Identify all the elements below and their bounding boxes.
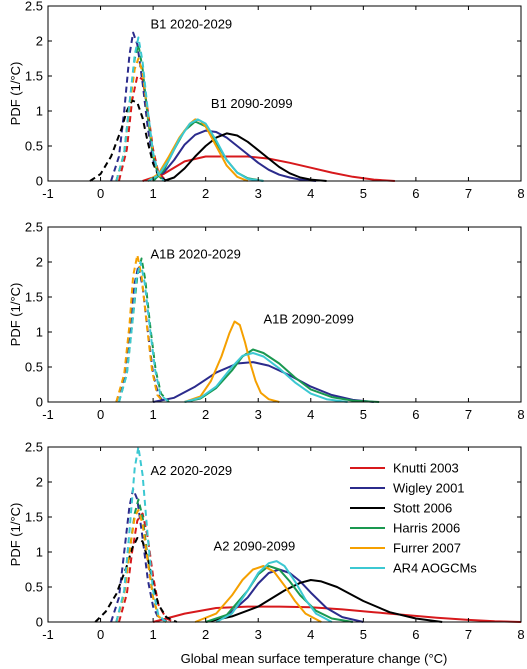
y-tick-label: 1: [36, 104, 43, 119]
y-axis-label: PDF (1/°C): [8, 503, 23, 567]
series-line-wigley-2001-2020-2029: [115, 264, 165, 403]
x-tick-label: 1: [149, 186, 156, 201]
legend-entry-label: Knutti 2003: [393, 461, 459, 476]
series-line-ar4-aogcms-2020-2029: [115, 446, 167, 623]
period-annotation: A2 2020-2029: [150, 463, 232, 478]
series-line-ar4-aogcms-2020-2029: [117, 261, 170, 403]
series-line-wigley-2001-2090-2099: [152, 361, 374, 403]
series-line-ar4-aogcms-2090-2099: [184, 352, 348, 403]
x-tick-label: 8: [517, 186, 524, 201]
period-annotation: A1B 2020-2029: [150, 247, 240, 262]
series-line-knutti-2003-2020-2029: [117, 75, 167, 182]
legend-entry-label: Stott 2006: [393, 501, 452, 516]
series-line-furrer-2007-2020-2029: [115, 254, 165, 403]
y-tick-label: 1.5: [25, 69, 43, 84]
x-tick-label: 6: [412, 627, 419, 642]
x-tick-label: -1: [42, 627, 54, 642]
x-tick-label: 3: [255, 407, 262, 422]
y-tick-label: 0: [36, 395, 43, 410]
series-line-harris-2006-2090-2099: [205, 565, 353, 623]
y-tick-label: 0: [36, 174, 43, 189]
x-tick-label: -1: [42, 186, 54, 201]
x-tick-label: 1: [149, 627, 156, 642]
series-line-furrer-2007-2020-2029: [115, 509, 167, 623]
x-tick-label: 7: [465, 627, 472, 642]
legend-entry-label: Wigley 2001: [393, 481, 465, 496]
x-tick-label: 6: [412, 407, 419, 422]
axes-frame: [47, 226, 522, 403]
series-line-stott-2006-2090-2099: [163, 132, 327, 182]
series-line-ar4-aogcms-2090-2099: [215, 560, 333, 623]
x-tick-label: -1: [42, 407, 54, 422]
x-tick-label: 3: [255, 186, 262, 201]
period-annotation: A2 2090-2099: [214, 539, 296, 554]
y-tick-label: 1: [36, 545, 43, 560]
x-tick-label: 1: [149, 407, 156, 422]
series-line-ar4-aogcms-2020-2029: [115, 36, 165, 182]
legend-box: [344, 457, 516, 581]
x-tick-label: 6: [412, 186, 419, 201]
series-line-furrer-2007-2090-2099: [194, 565, 322, 623]
y-tick-label: 2: [36, 34, 43, 49]
y-tick-label: 0: [36, 615, 43, 630]
x-tick-label: 2: [202, 407, 209, 422]
x-tick-label: 4: [307, 407, 314, 422]
y-tick-label: 1.5: [25, 290, 43, 305]
axes-frame: [47, 5, 522, 182]
y-tick-label: 0.5: [25, 580, 43, 595]
y-tick-label: 1.5: [25, 510, 43, 525]
legend-entry-label: Harris 2006: [393, 521, 460, 536]
y-tick-label: 2.5: [25, 0, 43, 14]
x-tick-label: 7: [465, 186, 472, 201]
x-tick-label: 7: [465, 407, 472, 422]
y-tick-label: 0.5: [25, 139, 43, 154]
x-tick-label: 0: [97, 186, 104, 201]
series-line-stott-2006-2020-2029: [89, 99, 167, 182]
legend-entry-label: AR4 AOGCMs: [393, 561, 477, 576]
x-tick-label: 5: [360, 186, 367, 201]
period-annotation: B1 2090-2099: [211, 96, 293, 111]
series-line-stott-2006-2020-2029: [94, 537, 178, 623]
period-annotation: B1 2020-2029: [150, 16, 232, 31]
y-tick-label: 1: [36, 325, 43, 340]
x-tick-label: 3: [255, 627, 262, 642]
x-tick-label: 0: [97, 407, 104, 422]
x-tick-label: 8: [517, 627, 524, 642]
series-line-harris-2006-2090-2099: [184, 348, 380, 403]
period-annotation: A1B 2090-2099: [263, 312, 353, 327]
legend-entry-label: Furrer 2007: [393, 541, 461, 556]
series-line-wigley-2001-2090-2099: [152, 129, 317, 182]
x-tick-label: 5: [360, 627, 367, 642]
series-line-wigley-2001-2090-2099: [205, 568, 364, 623]
series-line-furrer-2007-2090-2099: [184, 320, 280, 403]
x-tick-label: 5: [360, 407, 367, 422]
y-axis-label: PDF (1/°C): [8, 62, 23, 126]
axes-frame: [47, 446, 522, 623]
y-axis-label: PDF (1/°C): [8, 283, 23, 347]
x-tick-label: 2: [202, 186, 209, 201]
x-axis-label: Global mean surface temperature change (…: [181, 651, 448, 666]
x-tick-label: 0: [97, 627, 104, 642]
legend: Knutti 2003 Wigley 2001 Stott 2006 Harris 2…: [344, 457, 516, 581]
x-tick-label: 2: [202, 627, 209, 642]
x-tick-label: 4: [307, 186, 314, 201]
x-tick-label: 8: [517, 407, 524, 422]
y-tick-label: 2: [36, 255, 43, 270]
y-tick-label: 0.5: [25, 360, 43, 375]
y-tick-label: 2: [36, 475, 43, 490]
y-tick-label: 2.5: [25, 220, 43, 235]
series-line-stott-2006-2090-2099: [205, 579, 443, 623]
series-line-ar4-aogcms-2090-2099: [147, 118, 264, 182]
x-tick-label: 4: [307, 627, 314, 642]
y-tick-label: 2.5: [25, 440, 43, 455]
